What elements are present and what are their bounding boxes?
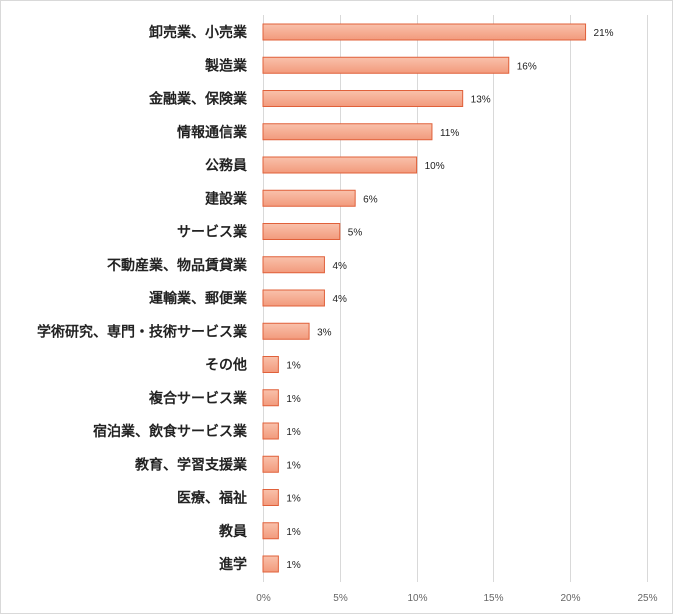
- x-tick-label: 25%: [637, 593, 657, 604]
- value-label: 16%: [517, 61, 537, 72]
- category-label: 情報通信業: [177, 124, 248, 141]
- x-tick-label: 20%: [560, 593, 580, 604]
- category-label: サービス業: [177, 224, 248, 241]
- category-label: 運輸業、郵便業: [149, 290, 248, 307]
- bar: [262, 223, 341, 240]
- bar: [262, 23, 587, 41]
- category-label: 建設業: [205, 190, 248, 207]
- category-label: 医療、福祉: [177, 490, 247, 507]
- value-labels: 21% 16% 13% 11% 10% 6% 5% 4% 4% 3% 1% 1% 1% 1% 1% 1% 1%: [286, 28, 613, 571]
- value-label: 1%: [286, 560, 301, 571]
- category-label: 教員: [219, 523, 247, 540]
- x-tick-label: 15%: [483, 593, 503, 604]
- bar: [262, 289, 325, 307]
- category-label: 教育、学習支援業: [135, 456, 248, 473]
- category-label: 製造業: [204, 57, 248, 74]
- gridlines: [263, 15, 648, 582]
- value-label: 1%: [286, 494, 301, 505]
- category-labels: 卸売業、小売業製造業金融業、保険業情報通信業公務員建設業サービス業不動産業、物品…: [37, 24, 248, 573]
- bar: [262, 422, 279, 440]
- category-label: 学術研究、専門・技術サービス業: [37, 323, 248, 340]
- value-label: 10%: [425, 161, 445, 172]
- bar: [262, 356, 279, 373]
- bars: [262, 23, 587, 573]
- x-tick-label: 0%: [256, 593, 271, 604]
- category-label: 不動産業、物品賃貸業: [107, 257, 248, 274]
- bar: [262, 90, 464, 107]
- bar: [262, 455, 279, 473]
- value-label: 1%: [286, 427, 301, 438]
- value-label: 21%: [594, 28, 614, 39]
- value-label: 11%: [440, 128, 459, 139]
- value-label: 4%: [332, 261, 347, 272]
- value-label: 13%: [471, 95, 491, 106]
- category-label: 公務員: [205, 157, 247, 174]
- bar: [262, 156, 418, 174]
- value-label: 1%: [286, 527, 301, 538]
- x-tick-label: 5%: [333, 593, 348, 604]
- bar: [262, 522, 279, 540]
- value-label: 4%: [332, 294, 347, 305]
- category-label: 進学: [219, 556, 247, 573]
- bar: [262, 123, 433, 141]
- category-label: 卸売業、小売業: [149, 24, 248, 41]
- value-label: 1%: [286, 394, 301, 405]
- x-axis-tick-labels: 0% 5% 10% 15% 20% 25%: [256, 593, 657, 604]
- x-tick-label: 10%: [407, 593, 427, 604]
- category-label: 複合サービス業: [148, 390, 248, 407]
- bar: [262, 389, 279, 407]
- value-label: 1%: [286, 460, 301, 471]
- bar: [262, 256, 325, 274]
- value-label: 3%: [317, 327, 332, 338]
- bar: [262, 189, 356, 207]
- bar: [262, 489, 279, 506]
- bar: [262, 555, 279, 573]
- value-label: 6%: [363, 194, 378, 205]
- value-label: 5%: [348, 228, 363, 239]
- value-label: 1%: [286, 361, 301, 372]
- bar: [262, 322, 310, 340]
- category-label: 宿泊業、飲食サービス業: [93, 423, 248, 440]
- category-label: その他: [205, 357, 247, 374]
- bar: [262, 56, 510, 74]
- category-label: 金融業、保険業: [148, 91, 248, 108]
